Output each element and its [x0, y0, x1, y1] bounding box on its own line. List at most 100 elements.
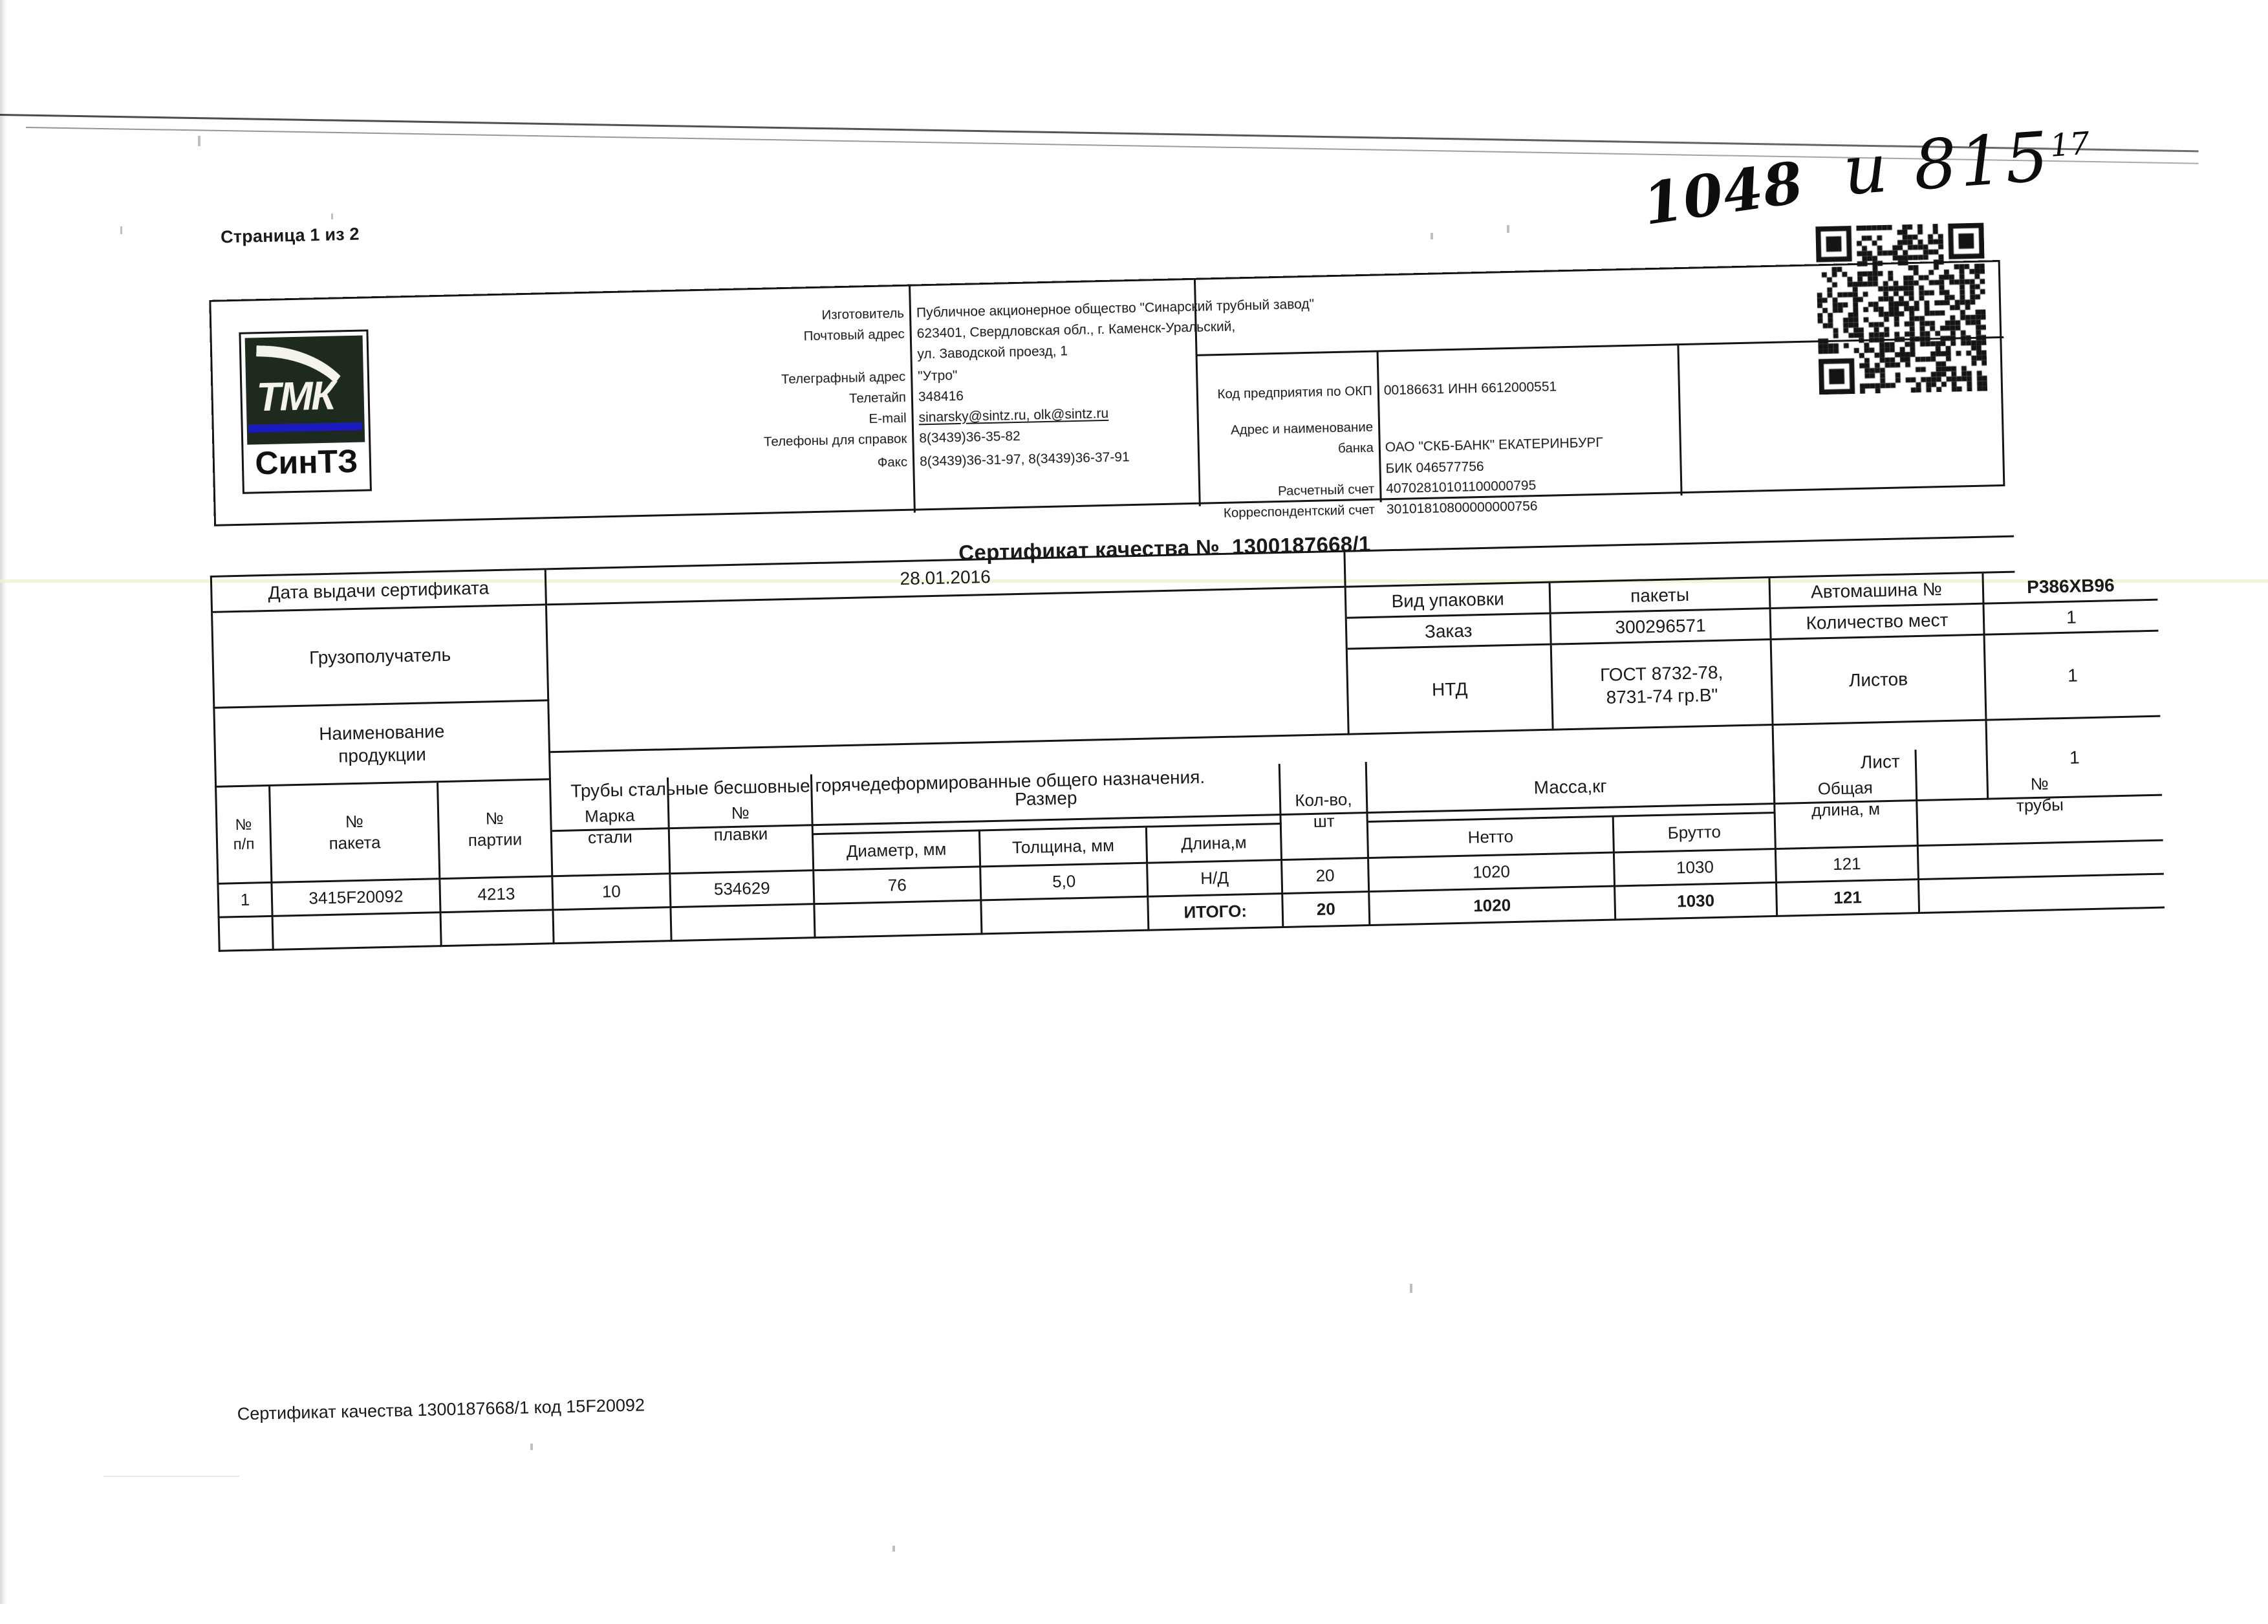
value-settlement-account: 40702810101100000795	[1386, 478, 1537, 497]
value-ntd-line1: ГОСТ 8732-78,	[1599, 662, 1723, 685]
value-ntd: ГОСТ 8732-78, 8731-74 гр.В"	[1551, 640, 1774, 731]
value-places-count: 1	[1984, 600, 2159, 636]
total-row-net: 1020	[1370, 887, 1617, 926]
col-header-heat-line2: плавки	[713, 823, 768, 845]
value-manufacturer: Публичное акционерное общество "Синарски…	[916, 296, 1315, 321]
total-row-spacer	[554, 908, 673, 945]
label-vehicle-number: Автомашина №	[1770, 573, 1985, 610]
value-bank-name: ОАО "СКБ-БАНК" ЕКАТЕРИНБУРГ	[1385, 435, 1603, 455]
total-row-spacer	[671, 905, 816, 942]
header-right-top-rule	[1195, 336, 2004, 356]
total-row-spacer	[273, 913, 442, 951]
total-row-total-length: 121	[1777, 880, 1921, 917]
col-header-quantity-line1: Кол-во,	[1295, 789, 1352, 810]
col-header-packet-line1: №	[345, 811, 364, 832]
table-row: 1020	[1369, 853, 1616, 893]
col-header-no-pp-line1: №	[235, 816, 252, 834]
scan-speck	[120, 226, 122, 234]
col-header-no-pp-line2: п/п	[233, 835, 255, 853]
col-header-pipe-no-line1: №	[2030, 774, 2049, 794]
col-header-quantity-line2: шт	[1313, 810, 1335, 831]
label-order: Заказ	[1346, 614, 1552, 650]
logo-plant-text: СинТЗ	[254, 442, 358, 482]
value-consignee[interactable]	[546, 587, 1350, 753]
label-packaging: Вид упаковки	[1346, 583, 1551, 619]
value-telegraph-address: "Утро"	[917, 368, 958, 384]
table-row: 10	[553, 874, 672, 911]
col-header-heat-line1: №	[731, 803, 750, 823]
value-correspondent-account: 30101810800000000756	[1386, 499, 1538, 517]
label-settlement-account: Расчетный счет	[1277, 481, 1375, 499]
label-sheets-count: Листов	[1771, 635, 1987, 726]
value-packaging: пакеты	[1550, 578, 1771, 614]
logo-brand-text: ТМК	[255, 373, 334, 420]
col-header-steel-grade-line2: стали	[587, 826, 633, 847]
table-row: 121	[1776, 847, 1919, 883]
label-phones: Телефоны для справок	[763, 431, 907, 449]
label-product-name-line2: продукции	[338, 744, 427, 766]
value-phones: 8(3439)36-35-82	[919, 428, 1021, 446]
col-header-gross: Брутто	[1614, 813, 1777, 854]
label-postal-address: Почтовый адрес	[803, 326, 905, 344]
table-row: 5,0	[981, 863, 1149, 902]
col-header-batch: № партии	[438, 780, 554, 880]
value-order: 300296571	[1551, 609, 1772, 645]
scan-left-edge	[0, 0, 6, 1604]
scan-yellow-band	[0, 579, 2268, 583]
total-row-spacer	[982, 897, 1150, 935]
header-divider-bank-label	[1376, 350, 1382, 503]
col-header-packet: № пакета	[270, 783, 441, 883]
col-header-total-length-line2: длина, м	[1811, 798, 1881, 820]
value-bik: БИК 046577756	[1385, 459, 1484, 477]
header-divider-bank-value	[1677, 343, 1683, 496]
certificate-table: Дата выдачи сертификата 28.01.2016 Грузо…	[210, 535, 2165, 1028]
footer-note: Сертификат качества 1300187668/1 код 15F…	[237, 1395, 645, 1424]
col-header-heat: № плавки	[668, 774, 815, 875]
scan-speck	[530, 1444, 533, 1450]
value-postal-address: 623401, Свердловская обл., г. Каменск-Ур…	[916, 319, 1236, 341]
total-row-spacer	[441, 911, 555, 947]
col-header-size-group: Размер	[812, 764, 1282, 836]
label-email: E-mail	[869, 410, 907, 427]
value-okpo: 00186631 ИНН 6612000551	[1383, 379, 1557, 398]
table-row: 76	[814, 867, 982, 905]
label-manufacturer: Изготовитель	[821, 305, 905, 323]
scan-hairline-bottom	[103, 1476, 239, 1477]
value-email[interactable]: sinarsky@sintz.ru, olk@sintz.ru	[918, 406, 1109, 426]
table-row	[1918, 841, 2164, 881]
table-row: Н/Д	[1148, 861, 1284, 898]
table-row: 1030	[1614, 849, 1778, 887]
header-divider-left	[909, 286, 916, 513]
label-correspondent-account: Корреспондентский счет	[1223, 502, 1376, 521]
page-marker: Страница 1 из 2	[220, 224, 360, 247]
label-places-count: Количество мест	[1771, 604, 1985, 641]
table-row: 4213	[440, 877, 554, 914]
header-block: ТМК СинТЗ Изготовитель Почтовый адрес Те…	[209, 259, 2005, 526]
col-header-thickness: Толщина, мм	[980, 827, 1149, 868]
col-header-diameter: Диаметр, мм	[814, 831, 982, 872]
col-header-steel-grade-line1: Марка	[584, 805, 635, 827]
table-row: 20	[1282, 859, 1370, 894]
total-row-quantity: 20	[1283, 893, 1371, 928]
value-sheets-count: 1	[1985, 631, 2161, 721]
total-row-pipe-no	[1919, 874, 2165, 915]
table-row: 534629	[671, 871, 815, 909]
col-header-total-length-line1: Общая	[1817, 777, 1874, 799]
col-header-net: Нетто	[1368, 817, 1615, 860]
col-header-packet-line2: пакета	[329, 832, 381, 853]
col-header-pipe-no-line2: трубы	[2016, 794, 2064, 816]
tmk-sintz-logo: ТМК СинТЗ	[239, 329, 372, 494]
label-bank-address-line2: банка	[1337, 440, 1374, 456]
label-telegraph-address: Телеграфный адрес	[781, 369, 906, 387]
scan-speck	[1410, 1284, 1412, 1293]
value-vehicle-number: Р386ХВ96	[1983, 569, 2158, 605]
scan-speck	[331, 213, 333, 219]
value-ntd-line2: 8731-74 гр.В"	[1606, 684, 1718, 708]
table-row: 1	[217, 883, 274, 918]
table-row: 3415F20092	[272, 880, 442, 917]
col-header-total-length: Общая длина, м	[1774, 750, 1919, 850]
label-fax: Факс	[877, 454, 908, 470]
col-header-quantity: Кол-во, шт	[1280, 762, 1370, 861]
value-teletype: 348416	[918, 388, 964, 405]
